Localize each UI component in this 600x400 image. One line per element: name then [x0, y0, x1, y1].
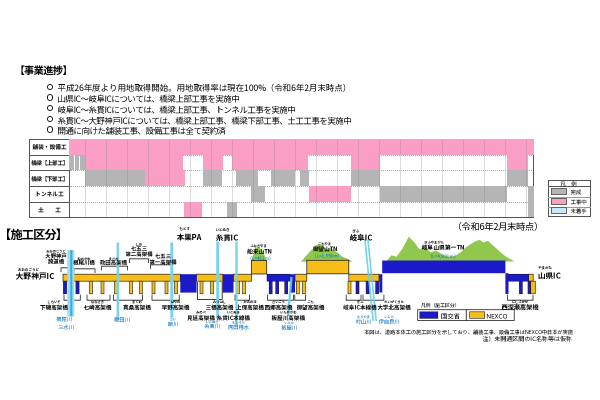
svg-text:やまがた: やまがた: [538, 265, 552, 271]
svg-text:第一高架橋: 第一高架橋: [150, 258, 178, 266]
svg-text:はやの: はやの: [171, 299, 181, 304]
svg-text:七五三: 七五三: [131, 244, 147, 252]
svg-text:いとぬき: いとぬき: [227, 310, 240, 315]
svg-text:凡例（施工区分）: 凡例（施工区分）: [420, 302, 459, 309]
svg-text:岐阜IC本線橋: 岐阜IC本線橋: [343, 303, 377, 311]
svg-text:糸貫川: 糸貫川: [204, 323, 220, 330]
svg-text:ぎふやまがた: ぎふやまがた: [424, 239, 444, 244]
svg-text:みのべ: みのべ: [196, 310, 207, 315]
svg-text:ごも: ごも: [307, 299, 314, 304]
svg-text:政田高架橋: 政田高架橋: [100, 258, 128, 266]
svg-text:にしふかせ: にしふかせ: [512, 299, 528, 304]
svg-text:かみのほ: かみのほ: [243, 299, 257, 304]
svg-text:まさだ: まさだ: [109, 256, 120, 261]
svg-text:注）未開通区間のIC名称等は仮称: 注）未開通区間のIC名称等は仮称: [481, 334, 573, 343]
svg-text:しめ: しめ: [136, 242, 143, 247]
svg-text:西深瀬高架橋: 西深瀬高架橋: [501, 302, 539, 311]
svg-text:おおのごうど: おおのごうど: [18, 267, 39, 273]
svg-text:しもいそ: しもいそ: [47, 299, 61, 304]
svg-text:七五三: 七五三: [155, 252, 171, 260]
svg-text:早野高架橋: 早野高架橋: [162, 303, 190, 311]
svg-text:大学北高架橋: 大学北高架橋: [376, 303, 411, 311]
svg-text:真桑高架橋: 真桑高架橋: [122, 303, 151, 311]
svg-text:糸貫IC: 糸貫IC: [216, 232, 240, 243]
svg-text:糸貫IC本線橋: 糸貫IC本線橋: [217, 314, 251, 322]
svg-text:ねおがわ: ねおがわ: [77, 256, 91, 261]
svg-text:いたやがわ: いたやがわ: [280, 310, 297, 315]
svg-text:三水川: 三水川: [58, 324, 74, 331]
svg-text:見延高架橋: 見延高架橋: [187, 314, 215, 322]
svg-text:むらやま: むらやま: [357, 314, 370, 319]
svg-text:さいごう: さいごう: [272, 299, 285, 304]
svg-text:いじら: いじら: [384, 314, 394, 319]
svg-text:ぎふ: ぎふ: [352, 229, 360, 235]
svg-text:西郷高架橋: 西郷高架橋: [265, 303, 293, 311]
svg-text:上保高架橋: 上保高架橋: [235, 303, 264, 311]
svg-text:岐阜IC: 岐阜IC: [349, 232, 374, 243]
svg-text:船来山TN: 船来山TN: [246, 247, 271, 255]
svg-text:根尾川橋: 根尾川橋: [73, 258, 95, 266]
svg-text:取田川: 取田川: [113, 316, 130, 323]
svg-text:村山川: 村山川: [355, 318, 372, 325]
svg-text:いとぬき: いとぬき: [216, 227, 230, 233]
svg-text:ななさき: ななさき: [91, 299, 104, 304]
svg-text:板屋川高架橋: 板屋川高架橋: [272, 314, 306, 322]
svg-text:ぎふ: ぎふ: [357, 299, 364, 304]
svg-text:根尾川: 根尾川: [56, 316, 72, 323]
svg-text:犀川: 犀川: [168, 321, 178, 328]
svg-text:むしろだ: むしろだ: [232, 319, 246, 324]
svg-text:みつはし: みつはし: [213, 299, 226, 304]
svg-text:まくわ: まくわ: [132, 299, 143, 304]
svg-text:席田用水: 席田用水: [227, 324, 250, 331]
svg-text:NEXCO: NEXCO: [486, 310, 508, 320]
svg-text:板屋川: 板屋川: [281, 325, 297, 332]
svg-text:本図は、道路本体工の施工区分を示しており、舗装工事、設備工事: 本図は、道路本体工の施工区分を示しており、舗装工事、設備工事はNEXCO中日本が…: [364, 329, 574, 336]
svg-text:だいがくきた: だいがくきた: [384, 299, 404, 304]
svg-text:ごもやま: ごもやま: [318, 241, 331, 246]
svg-text:岐阜山県第一TN: 岐阜山県第一TN: [422, 242, 465, 251]
svg-text:本巣PA: 本巣PA: [176, 232, 202, 243]
svg-text:七崎高架橋: 七崎高架橋: [84, 303, 112, 311]
svg-text:いたや: いたや: [284, 320, 294, 325]
svg-text:跨道橋: 跨道橋: [48, 258, 65, 266]
svg-text:山県IC: 山県IC: [538, 270, 562, 281]
svg-text:（L=1,556m）: （L=1,556m）: [312, 254, 342, 260]
svg-text:もとす: もとす: [180, 226, 191, 232]
svg-text:ふなきやま: ふなきやま: [250, 243, 266, 248]
svg-text:いとぬき: いとぬき: [206, 319, 219, 324]
svg-text:（L=4,931m）: （L=4,931m）: [427, 253, 458, 260]
svg-text:（L=461m）: （L=461m）: [247, 256, 273, 262]
svg-text:御望山TN: 御望山TN: [313, 245, 337, 253]
svg-text:下磯高架橋: 下磯高架橋: [40, 303, 68, 311]
svg-text:大野神戸: 大野神戸: [45, 252, 67, 260]
svg-text:大野神戸IC: 大野神戸IC: [15, 271, 56, 282]
svg-text:伊自良川: 伊自良川: [379, 318, 400, 325]
svg-text:さい: さい: [170, 316, 177, 321]
svg-text:第二高架橋: 第二高架橋: [126, 250, 154, 258]
svg-text:おおのごうど: おおのごうど: [46, 248, 66, 253]
svg-text:御望高架橋: 御望高架橋: [297, 303, 325, 311]
svg-text:三橋高架橋: 三橋高架橋: [206, 303, 234, 311]
svg-text:国交省: 国交省: [441, 311, 461, 320]
